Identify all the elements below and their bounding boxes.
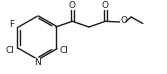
- Text: Cl: Cl: [6, 46, 14, 55]
- Text: F: F: [9, 20, 14, 29]
- Text: N: N: [34, 58, 41, 67]
- Text: O: O: [69, 1, 76, 11]
- Text: O: O: [120, 16, 127, 25]
- Text: O: O: [102, 1, 109, 11]
- Text: Cl: Cl: [60, 46, 69, 55]
